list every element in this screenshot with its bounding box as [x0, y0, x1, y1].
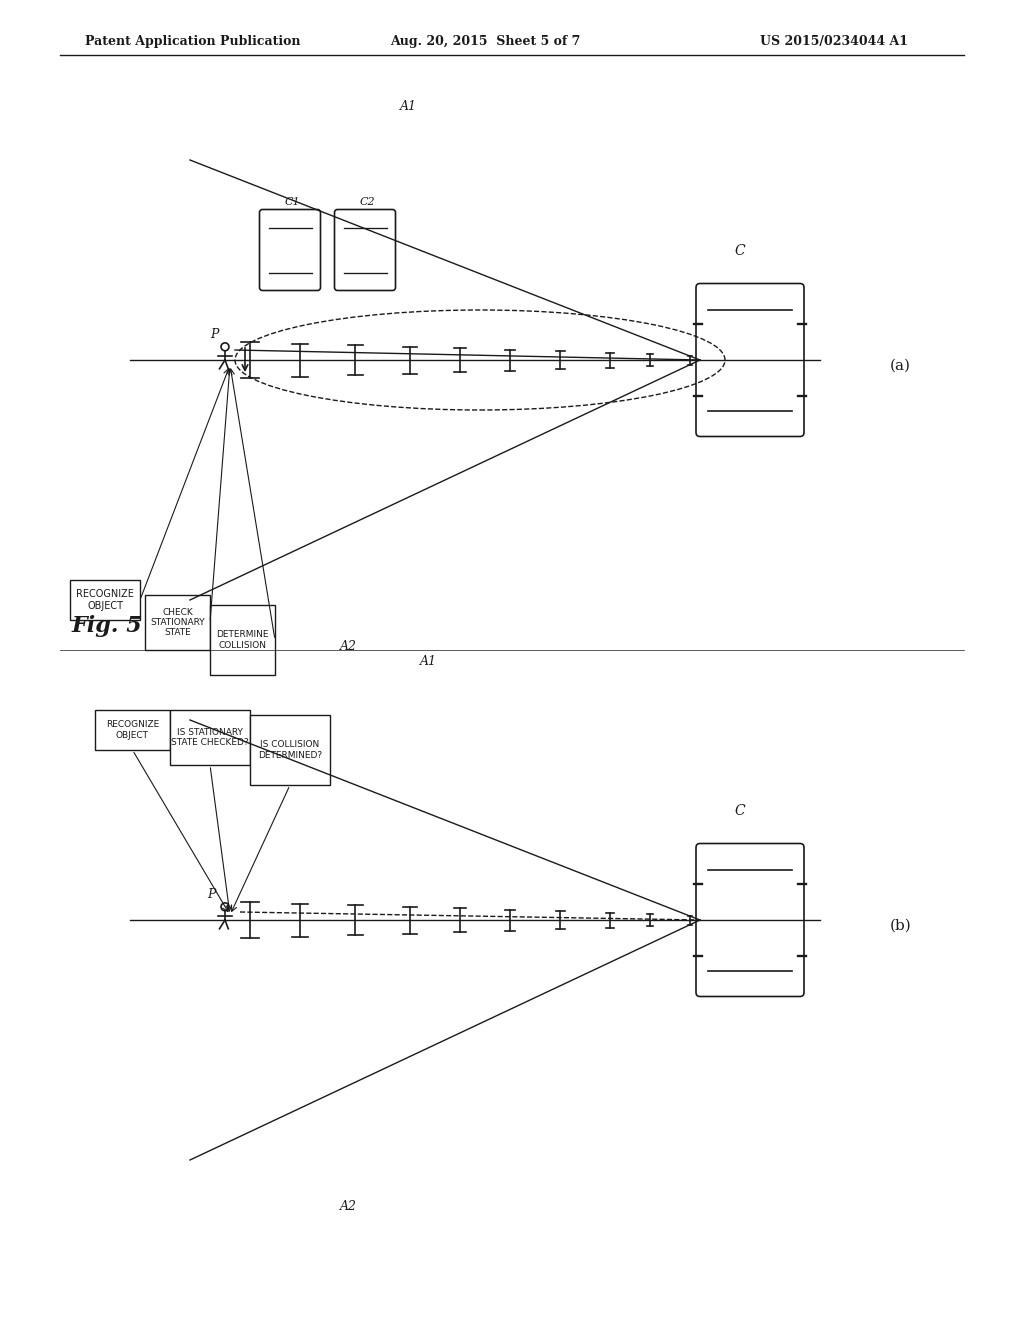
- Text: (b): (b): [890, 919, 911, 933]
- Text: RECOGNIZE
OBJECT: RECOGNIZE OBJECT: [76, 589, 134, 611]
- FancyBboxPatch shape: [259, 210, 321, 290]
- Text: IS COLLISION
DETERMINED?: IS COLLISION DETERMINED?: [258, 741, 323, 760]
- Text: Patent Application Publication: Patent Application Publication: [85, 36, 300, 48]
- Text: C1: C1: [285, 197, 301, 207]
- Text: P: P: [210, 327, 218, 341]
- Text: C: C: [734, 244, 745, 257]
- Bar: [170, 710, 250, 766]
- Text: DETERMINE
COLLISION: DETERMINE COLLISION: [216, 630, 268, 649]
- Bar: [95, 710, 170, 750]
- Text: CHECK
STATIONARY
STATE: CHECK STATIONARY STATE: [151, 607, 205, 638]
- Text: IS STATIONARY
STATE CHECKED?: IS STATIONARY STATE CHECKED?: [171, 727, 249, 747]
- Bar: [210, 605, 275, 675]
- Text: C: C: [734, 804, 745, 818]
- FancyBboxPatch shape: [335, 210, 395, 290]
- Text: A2: A2: [340, 1200, 357, 1213]
- FancyBboxPatch shape: [696, 843, 804, 997]
- Text: A2: A2: [340, 640, 357, 653]
- Text: (a): (a): [890, 359, 911, 374]
- FancyBboxPatch shape: [696, 284, 804, 437]
- Text: Aug. 20, 2015  Sheet 5 of 7: Aug. 20, 2015 Sheet 5 of 7: [390, 36, 581, 48]
- Text: RECOGNIZE
OBJECT: RECOGNIZE OBJECT: [105, 721, 159, 739]
- Text: C2: C2: [360, 197, 376, 207]
- Bar: [70, 579, 140, 620]
- Bar: [145, 595, 210, 649]
- Text: P: P: [207, 888, 215, 902]
- Text: US 2015/0234044 A1: US 2015/0234044 A1: [760, 36, 908, 48]
- Text: A1: A1: [400, 100, 417, 114]
- Bar: [250, 715, 330, 785]
- Text: Fig. 5: Fig. 5: [72, 615, 142, 638]
- Text: A1: A1: [420, 655, 437, 668]
